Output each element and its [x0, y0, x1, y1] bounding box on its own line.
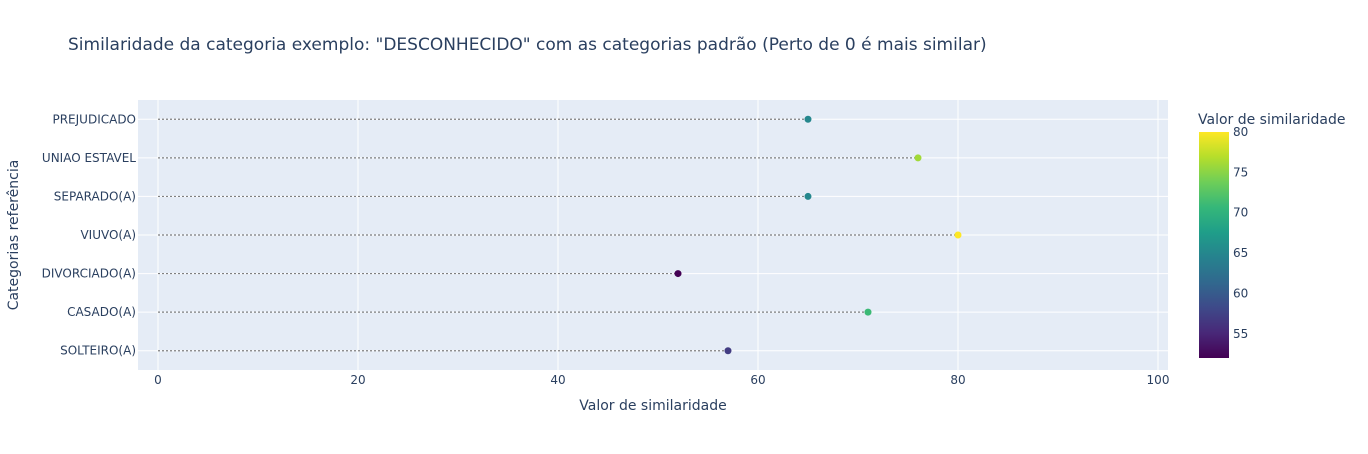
grid-lines: [138, 100, 1168, 370]
x-axis-ticks: 0 20 40 60 80 100: [154, 373, 1169, 387]
x-tick-label: 100: [1147, 373, 1170, 387]
y-axis-title: Categorias referência: [6, 160, 22, 311]
x-axis-title: Valor de similaridade: [579, 398, 726, 414]
colorbar-tick-label: 65: [1233, 246, 1248, 260]
y-tick-label: VIUVO(A): [80, 228, 136, 242]
colorbar-tick-label: 60: [1233, 286, 1248, 300]
y-tick-label: SOLTEIRO(A): [60, 344, 136, 358]
data-point[interactable]: [864, 308, 872, 316]
data-points: [674, 115, 962, 355]
x-tick-label: 0: [154, 373, 162, 387]
colorbar-tick-label: 80: [1233, 125, 1248, 139]
colorbar-tick-label: 70: [1233, 206, 1248, 220]
data-point[interactable]: [914, 154, 922, 162]
colorbar-title: Valor de similaridade: [1198, 112, 1345, 128]
stem-lines: [158, 118, 958, 352]
chart-title: Similaridade da categoria exemplo: "DESC…: [68, 35, 987, 55]
data-point[interactable]: [804, 115, 812, 123]
y-tick-label: DIVORCIADO(A): [42, 267, 136, 281]
y-tick-label: CASADO(A): [67, 305, 136, 319]
data-point[interactable]: [674, 270, 682, 278]
data-point[interactable]: [804, 192, 812, 200]
y-tick-label: SEPARADO(A): [54, 189, 136, 203]
colorbar-ticks: 55 60 65 70 75 80: [1233, 125, 1248, 341]
x-tick-label: 60: [750, 373, 765, 387]
colorbar-tick-label: 55: [1233, 327, 1248, 341]
x-tick-label: 20: [350, 373, 365, 387]
y-tick-label: UNIAO ESTAVEL: [42, 151, 136, 165]
data-point[interactable]: [724, 347, 732, 355]
colorbar: Valor de similaridade 55 60 65 70 75 80: [1198, 112, 1345, 358]
data-point[interactable]: [954, 231, 962, 239]
y-tick-label: PREJUDICADO: [52, 112, 136, 126]
colorbar-gradient: [1199, 132, 1229, 358]
y-axis-ticks: SOLTEIRO(A) CASADO(A) DIVORCIADO(A) VIUVO(A…: [42, 112, 137, 357]
colorbar-tick-label: 75: [1233, 165, 1248, 179]
x-tick-label: 80: [950, 373, 965, 387]
x-tick-label: 40: [550, 373, 565, 387]
